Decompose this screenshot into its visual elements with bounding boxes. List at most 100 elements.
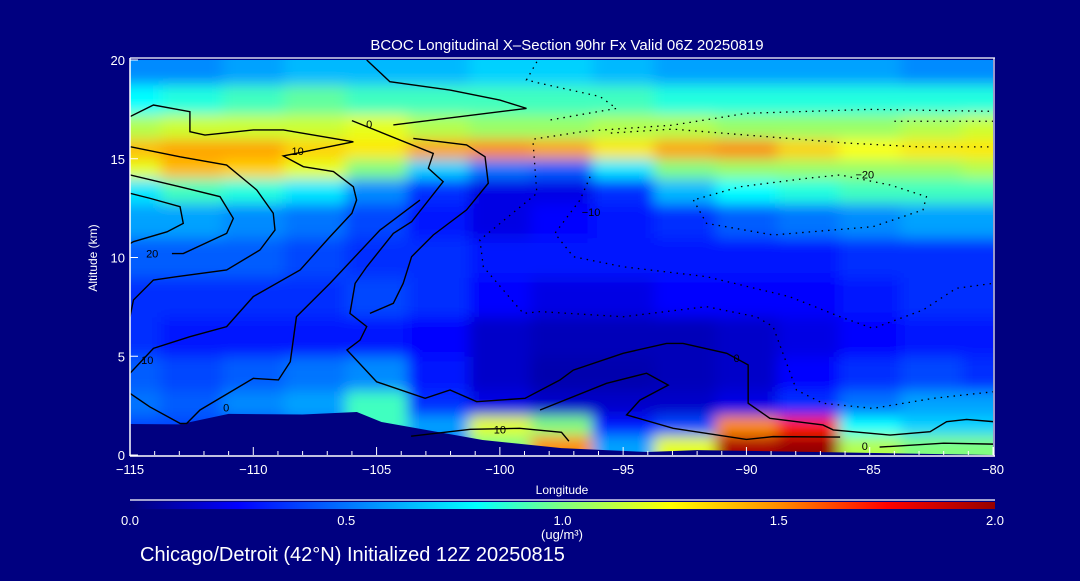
heatmap-cell: [160, 178, 223, 204]
heatmap-cell: [962, 415, 993, 436]
heatmap-cell: [592, 237, 655, 278]
heatmap-cell: [900, 435, 963, 455]
plot-area: 10 10 20 0 0 0 10 0 −10 −20: [130, 60, 993, 455]
heatmap-cell: [130, 60, 162, 86]
heatmap-cell: [962, 139, 993, 160]
y-tick-label: 15: [111, 152, 125, 167]
heatmap-cell: [130, 178, 162, 204]
heatmap-cell: [530, 316, 593, 357]
heatmap-cell: [345, 114, 408, 140]
heatmap-cell: [962, 435, 993, 455]
colorbar-tick-label: 1.0: [553, 513, 571, 528]
x-tick-label: −105: [362, 462, 391, 477]
heatmap-cell: [284, 316, 347, 357]
contour-line-negative: [534, 108, 993, 140]
colorbar-tick-label: 2.0: [986, 513, 1004, 528]
colorbar-unit-label: (ug/m³): [541, 527, 583, 542]
heatmap-cell: [715, 237, 778, 278]
heatmap-cell: [962, 114, 993, 140]
heatmap-cell: [838, 139, 902, 160]
heatmap-cell: [345, 84, 408, 115]
heatmap-cell: [469, 60, 532, 86]
heatmap-cell: [345, 316, 408, 357]
heatmap-cell: [838, 390, 902, 416]
heatmap-cell: [777, 178, 840, 204]
contour-lines: 10 10 20 0 0 0 10 0 −10 −20: [130, 60, 993, 453]
heatmap-cell: [592, 203, 655, 239]
heatmap-cell: [130, 203, 162, 239]
heatmap-cell: [160, 237, 223, 278]
heatmap-cell: [653, 178, 717, 204]
contour-label: 0: [734, 353, 740, 365]
heatmap-cell: [469, 316, 532, 357]
heatmap-cell: [900, 390, 963, 416]
heatmap-cell: [407, 237, 470, 278]
heatmap-cell: [715, 60, 778, 86]
contour-line-positive: [411, 427, 570, 442]
heatmap-cell: [962, 277, 993, 318]
heatmap-cell: [653, 390, 717, 416]
heatmap-cell: [530, 203, 593, 239]
heatmap-cell: [407, 84, 470, 115]
x-tick-label: −100: [485, 462, 514, 477]
contour-label: 10: [494, 424, 506, 436]
y-tick-label: 0: [118, 448, 125, 463]
heatmap-cell: [592, 435, 655, 455]
heatmap-cell: [653, 139, 717, 160]
heatmap-cell: [530, 277, 593, 318]
heatmap-cell: [469, 139, 532, 160]
heatmap-cell: [838, 158, 902, 179]
heatmap-cell: [222, 84, 285, 115]
heatmap-cell: [530, 178, 593, 204]
heatmap-cell: [160, 114, 223, 140]
heatmap-cell: [469, 237, 532, 278]
heatmap-cell: [592, 139, 655, 160]
heatmap-cell: [715, 435, 778, 455]
heatmap-cell: [900, 139, 963, 160]
heatmap-cell: [962, 158, 993, 179]
heatmap-cell: [900, 60, 963, 86]
contour-label: −10: [582, 207, 601, 219]
heatmap-cell: [469, 415, 532, 436]
heatmap-cell: [130, 316, 162, 357]
heatmap-cell: [900, 415, 963, 436]
x-tick-label: −85: [859, 462, 881, 477]
heatmap-cell: [407, 158, 470, 179]
heatmap-cell: [900, 158, 963, 179]
heatmap-cell: [838, 84, 902, 115]
heatmap-cell: [900, 237, 963, 278]
heatmap-cell: [838, 203, 902, 239]
heatmap-cell: [900, 178, 963, 204]
heatmap-cell: [777, 84, 840, 115]
heatmap-cell: [838, 356, 902, 392]
heatmap-cell: [653, 203, 717, 239]
heatmap-cell: [592, 277, 655, 318]
heatmap-cell: [592, 158, 655, 179]
heatmap-cell: [838, 435, 902, 455]
heatmap-cell: [592, 60, 655, 86]
heatmap-cell: [715, 203, 778, 239]
heatmap-cell: [838, 60, 902, 86]
heatmap-cell: [284, 356, 347, 392]
colorbar-tick-label: 0.5: [337, 513, 355, 528]
heatmap-cell: [653, 356, 717, 392]
heatmap-cell: [284, 203, 347, 239]
heatmap-cell: [838, 277, 902, 318]
heatmap-cell: [160, 60, 223, 86]
heatmap-cell: [962, 84, 993, 115]
heatmap-cell: [345, 203, 408, 239]
heatmap-cell: [407, 316, 470, 357]
heatmap-cell: [160, 277, 223, 318]
heatmap-cell: [345, 60, 408, 86]
heatmap-cell: [900, 114, 963, 140]
heatmap-cell: [345, 139, 408, 160]
heatmap-cell: [777, 316, 840, 357]
heatmap-cell: [530, 356, 593, 392]
heatmap-cell: [530, 158, 593, 179]
heatmap-cell: [653, 60, 717, 86]
heatmap-cell: [469, 390, 532, 416]
heatmap-cell: [715, 415, 778, 436]
contour-label: 20: [146, 249, 158, 261]
heatmap-cell: [715, 316, 778, 357]
